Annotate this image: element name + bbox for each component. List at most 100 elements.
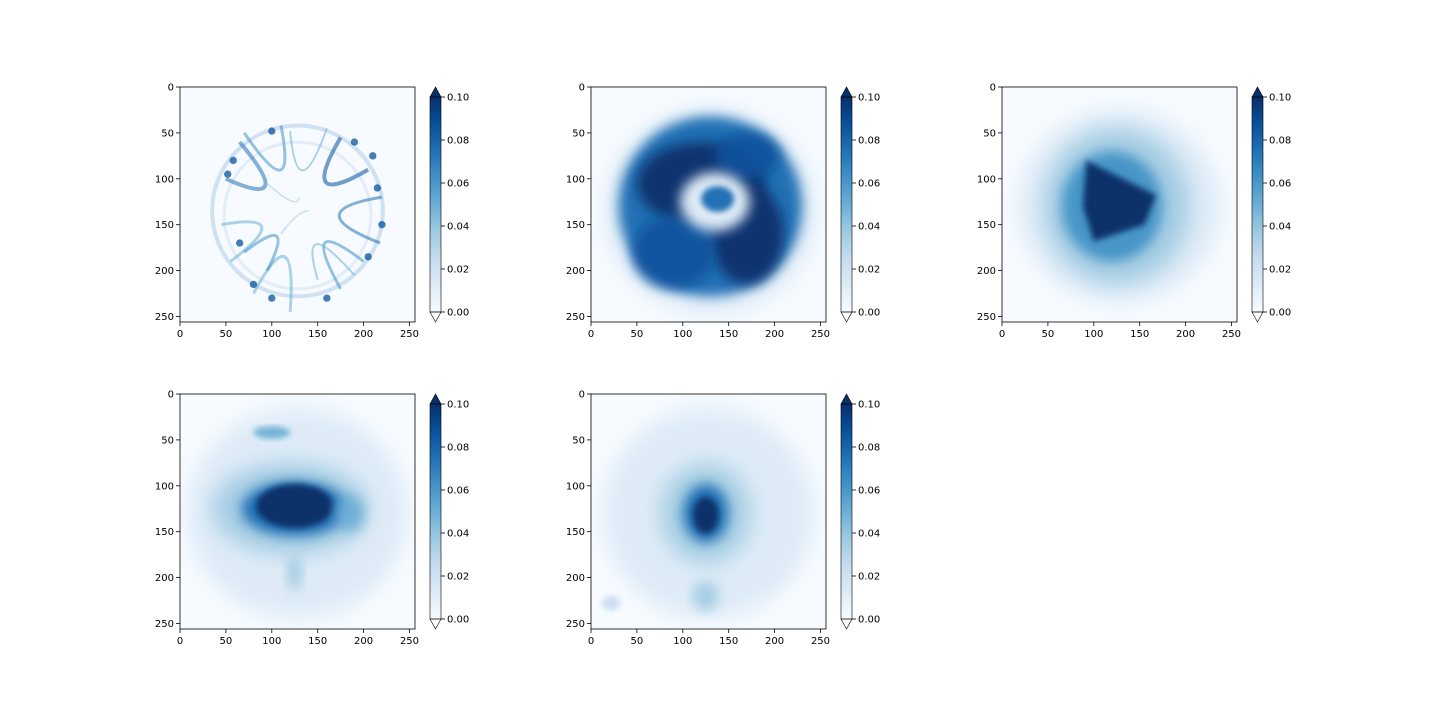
y-tick-label: 0: [579, 390, 585, 401]
heat-speck: [229, 156, 237, 165]
colorbar-tick-label: 0.00: [858, 615, 880, 626]
heat-speck: [369, 152, 377, 160]
axes-frame: [1001, 86, 1238, 323]
y-tick-label: 250: [155, 312, 174, 323]
colorbar-tick-label: 0.02: [858, 572, 880, 583]
x-tick-label: 150: [308, 329, 327, 340]
x-tick-label: 100: [262, 329, 281, 340]
x-tick-label: 150: [719, 329, 738, 340]
colorbar-extend-min: [840, 618, 853, 630]
x-tick-label: 150: [308, 636, 327, 647]
heat-streak: [266, 182, 301, 203]
heat-speck: [364, 253, 372, 261]
heat-speck: [268, 127, 276, 135]
colorbar-tick-label: 0.06: [858, 179, 880, 190]
x-tick-label: 50: [220, 636, 233, 647]
axes-frame: [590, 393, 827, 630]
y-tick-label: 100: [977, 174, 996, 185]
heatmap-image: [1018, 109, 1221, 303]
x-tick-label: 200: [354, 329, 373, 340]
axes-frame: [179, 86, 416, 323]
colorbar-extend-max: [840, 393, 853, 405]
y-tick-label: 50: [161, 128, 174, 139]
heat-blob: [632, 215, 715, 289]
heat-streak: [289, 127, 328, 172]
colorbar-tick-label: 0.06: [858, 486, 880, 497]
colorbar-gradient: [430, 97, 441, 312]
x-tick-label: 50: [631, 636, 644, 647]
x-tick-label: 0: [588, 636, 594, 647]
colorbar-gradient: [841, 404, 852, 619]
axes-frame: [179, 393, 416, 630]
colorbar-tick-label: 0.04: [447, 222, 469, 233]
heat-speck: [323, 294, 331, 302]
heat-speck: [378, 221, 386, 229]
heat-blob: [692, 496, 719, 534]
x-tick-label: 100: [673, 329, 692, 340]
heat-blob: [287, 554, 303, 592]
colorbar-tick-label: 0.04: [858, 529, 880, 540]
y-tick-label: 150: [566, 527, 585, 538]
colorbar-tick-label: 0.08: [1269, 136, 1291, 147]
y-tick-label: 100: [155, 481, 174, 492]
x-tick-label: 200: [1176, 329, 1195, 340]
x-tick-label: 150: [719, 636, 738, 647]
y-tick-label: 0: [168, 390, 174, 401]
heat-ring: [210, 123, 386, 313]
colorbar-gradient: [841, 97, 852, 312]
y-tick-label: 200: [566, 573, 585, 584]
y-tick-label: 50: [983, 128, 996, 139]
colorbar-tick-label: 0.04: [447, 529, 469, 540]
x-tick-label: 0: [177, 636, 183, 647]
heat-streak: [322, 136, 370, 187]
x-tick-label: 100: [262, 636, 281, 647]
colorbar-gradient: [1252, 97, 1263, 312]
heat-streak: [225, 140, 268, 191]
y-tick-label: 100: [155, 174, 174, 185]
colorbar-extend-min: [429, 618, 442, 630]
heat-streak: [337, 195, 383, 245]
colorbar-gradient: [430, 404, 441, 619]
y-tick-label: 50: [161, 435, 174, 446]
y-tick-label: 250: [566, 619, 585, 630]
colorbar-extend-min: [1251, 311, 1264, 323]
colorbar-tick-label: 0.02: [1269, 265, 1291, 276]
x-tick-label: 200: [354, 636, 373, 647]
colorbar-tick-label: 0.10: [858, 93, 880, 104]
colorbar-tick-label: 0.04: [1269, 222, 1291, 233]
colorbar-extend-max: [429, 86, 442, 98]
colorbar-tick-label: 0.06: [447, 179, 469, 190]
x-tick-label: 200: [765, 636, 784, 647]
x-tick-label: 0: [177, 329, 183, 340]
colorbar-tick-label: 0.00: [858, 308, 880, 319]
y-tick-label: 150: [155, 527, 174, 538]
colorbar-tick-label: 0.10: [447, 400, 469, 411]
y-tick-label: 200: [566, 266, 585, 277]
colorbar-tick-label: 0.10: [1269, 93, 1291, 104]
colorbar-tick-label: 0.10: [447, 93, 469, 104]
x-tick-label: 50: [1042, 329, 1055, 340]
colorbar: 0.00 0.02 0.04 0.06 0.08 0.10: [1251, 86, 1291, 323]
heat-speck: [224, 170, 232, 178]
heat-ring-base: [210, 123, 385, 299]
colorbar: 0.00 0.02 0.04 0.06 0.08 0.10: [429, 86, 469, 323]
heat-blob: [692, 581, 719, 611]
colorbar-extend-max: [840, 86, 853, 98]
heat-streak: [311, 243, 356, 281]
colorbar-tick-label: 0.00: [447, 615, 469, 626]
heat-streak: [280, 210, 309, 235]
x-tick-label: 0: [999, 329, 1005, 340]
x-tick-label: 250: [1222, 329, 1241, 340]
colorbar-tick-label: 0.08: [858, 136, 880, 147]
x-tick-label: 50: [631, 329, 644, 340]
heat-speck: [268, 294, 276, 302]
y-tick-label: 100: [566, 174, 585, 185]
colorbar-extend-max: [429, 393, 442, 405]
colorbar-extend-min: [429, 311, 442, 323]
heatmap-image: [210, 123, 386, 313]
colorbar-tick-label: 0.08: [858, 443, 880, 454]
